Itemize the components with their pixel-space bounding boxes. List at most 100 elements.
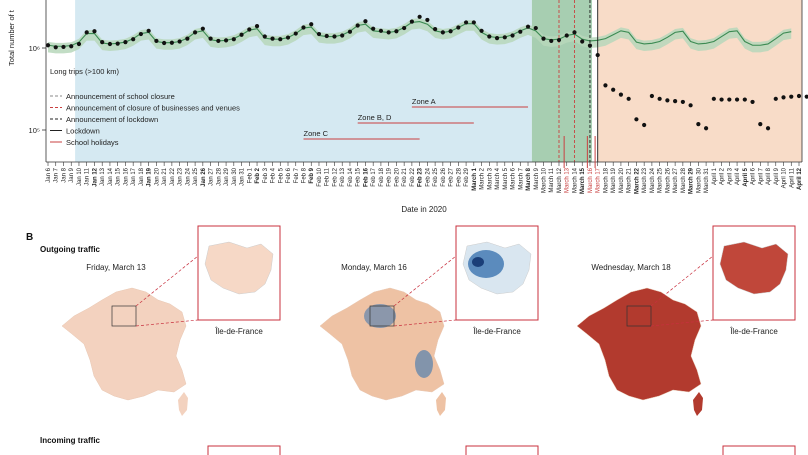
x-tick-label: March 22 — [634, 167, 640, 194]
observed-point — [463, 20, 469, 25]
x-tick-label: March 1 — [472, 167, 478, 190]
x-tick-label: April 7 — [758, 167, 764, 185]
zoom-connector — [135, 255, 199, 307]
legend-item-label: Announcement of closure of businesses an… — [66, 104, 240, 113]
x-tick-label: Feb 14 — [348, 167, 354, 186]
observed-point — [193, 30, 198, 35]
x-tick-label: Feb 3 — [263, 167, 269, 183]
observed-point — [332, 34, 337, 39]
x-tick-label: Feb 15 — [356, 167, 362, 186]
map-group: Friday, March 13 Île-de-France — [61, 225, 281, 455]
france-map — [576, 287, 702, 401]
paris-traffic-cluster — [364, 304, 396, 328]
x-axis-label: Date in 2020 — [401, 205, 447, 214]
x-tick-label: April 2 — [720, 167, 726, 185]
observed-point — [162, 40, 167, 46]
x-tick-label: Jan 8 — [61, 167, 67, 182]
x-tick-label: Jan 15 — [116, 167, 122, 186]
observed-point — [363, 19, 368, 24]
x-tick-label: March 13 — [565, 167, 571, 193]
x-tick-label: Jan 17 — [131, 167, 137, 186]
outgoing-traffic-title: Outgoing traffic — [40, 245, 101, 254]
observed-point — [433, 27, 438, 32]
x-tick-label: March 19 — [611, 167, 617, 193]
x-tick-label: Feb 20 — [394, 167, 400, 186]
incoming-inset-frame — [465, 445, 539, 455]
france-outline — [61, 287, 187, 401]
zone-label: Zone C — [303, 129, 328, 138]
observed-point — [657, 96, 662, 101]
observed-point — [278, 37, 283, 42]
observed-point — [76, 41, 82, 47]
x-tick-label: March 21 — [627, 167, 633, 193]
observed-point — [309, 22, 314, 27]
ile-de-france-inset: Île-de-France — [197, 225, 281, 336]
x-tick-label: April 10 — [782, 167, 788, 188]
x-tick-label: Feb 26 — [441, 167, 447, 186]
map-group: Wednesday, March 18 Île-de-France — [576, 225, 796, 455]
inset-traffic-core — [472, 257, 484, 267]
map-date-label: Friday, March 13 — [86, 263, 146, 272]
x-tick-label: April 9 — [774, 167, 780, 185]
observed-point — [494, 36, 500, 41]
observed-point — [487, 34, 492, 39]
observed-point — [301, 25, 306, 30]
ile-de-france-outline — [719, 241, 789, 295]
x-tick-label: March 14 — [572, 167, 578, 193]
x-tick-label: Jan 11 — [85, 167, 91, 185]
incoming-inset-frame — [207, 445, 281, 455]
x-tick-label: Jan 14 — [108, 167, 114, 186]
x-tick-label: March 28 — [681, 167, 687, 193]
x-tick-label: Feb 5 — [278, 167, 284, 183]
observed-point — [765, 126, 771, 131]
observed-point — [123, 40, 128, 45]
x-tick-label: April 4 — [735, 167, 741, 185]
observed-point — [371, 26, 376, 31]
lockdown-shading — [597, 0, 802, 162]
x-tick-label: Feb 8 — [301, 167, 307, 183]
x-tick-label: Jan 23 — [178, 167, 184, 186]
x-tick-label: Jan 27 — [209, 167, 215, 186]
legend-item-label: Announcement of school closure — [66, 92, 175, 101]
france-map — [319, 287, 445, 401]
observed-point — [53, 45, 58, 50]
x-tick-label: March 8 — [526, 167, 532, 190]
x-tick-label: March 20 — [619, 167, 625, 193]
x-tick-label: March 31 — [704, 167, 710, 193]
x-tick-label: March 5 — [503, 167, 509, 189]
observed-point — [293, 31, 298, 36]
zone-holiday-lines: Zone A Zone B, D Zone C — [303, 97, 529, 140]
y-axis-label: Total number of t — [7, 9, 16, 66]
x-tick-label: Feb 27 — [449, 167, 455, 186]
observed-point — [448, 29, 453, 34]
observed-point — [45, 43, 51, 48]
legend-item-label: School holidays — [66, 138, 119, 147]
x-tick-label: Jan 25 — [193, 167, 199, 186]
corsica-outline — [693, 392, 703, 416]
observed-point — [394, 29, 399, 34]
observed-point — [61, 44, 66, 50]
x-tick-label: March 29 — [689, 167, 695, 194]
observed-point — [703, 126, 709, 131]
corsica-map — [436, 392, 446, 416]
observed-point — [216, 38, 221, 44]
observed-point — [750, 99, 755, 105]
observed-point — [223, 38, 229, 43]
observed-point — [402, 25, 407, 31]
observed-point — [796, 93, 802, 99]
observed-point — [440, 30, 445, 35]
observed-point — [254, 23, 260, 29]
x-tick-label: Feb 11 — [325, 167, 331, 186]
corsica-outline — [178, 392, 188, 416]
x-tick-label: April 6 — [751, 167, 757, 185]
x-tick-label: Feb 12 — [332, 167, 338, 186]
x-tick-label: March 6 — [511, 167, 517, 189]
x-tick-label: Feb 24 — [425, 167, 431, 186]
x-tick-label: Jan 31 — [240, 167, 246, 186]
observed-point — [642, 122, 647, 128]
observed-point — [285, 35, 291, 40]
x-tick-label: March 7 — [518, 167, 524, 189]
x-tick-label: March 23 — [642, 167, 648, 193]
observed-point — [587, 43, 593, 48]
